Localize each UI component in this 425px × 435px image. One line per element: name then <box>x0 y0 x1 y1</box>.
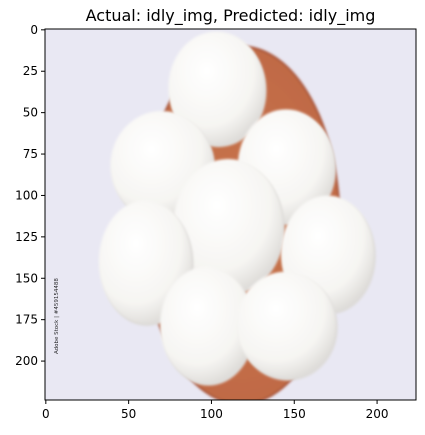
x-tick-label: 150 <box>283 407 306 421</box>
y-axis: 0 25 50 75 100 125 150 175 200 <box>15 23 45 368</box>
y-tick-label: 25 <box>23 64 38 78</box>
idly-top <box>168 31 265 145</box>
chart-title: Actual: idly_img, Predicted: idly_img <box>86 6 376 26</box>
idly-bottom-right <box>236 271 336 378</box>
watermark-text: Adobe Stock | #459154488 <box>54 278 60 354</box>
axes-frame <box>44 28 417 401</box>
y-tick-label: 0 <box>30 23 38 37</box>
y-tick-label: 100 <box>15 188 38 202</box>
idlis-group <box>98 31 376 386</box>
x-tick-label: 50 <box>121 407 136 421</box>
idly-bottom-left <box>160 266 253 383</box>
y-tick-label: 125 <box>15 230 38 244</box>
x-tick-label: 0 <box>42 407 50 421</box>
image-content: Adobe Stock | #459154488 <box>45 29 416 400</box>
y-tick-label: 75 <box>23 147 38 161</box>
y-tick-label: 150 <box>15 271 38 285</box>
x-axis: 0 50 100 150 200 <box>42 400 389 421</box>
x-tick-label: 200 <box>366 407 389 421</box>
x-tick-label: 100 <box>200 407 223 421</box>
idly-center <box>173 159 283 292</box>
y-tick-label: 175 <box>15 313 38 327</box>
y-tick-label: 50 <box>23 106 38 120</box>
y-tick-label: 200 <box>15 354 38 368</box>
